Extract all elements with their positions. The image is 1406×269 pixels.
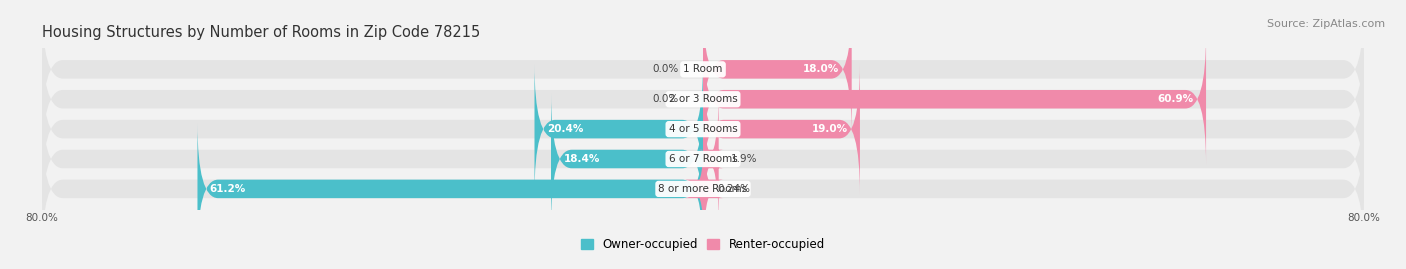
Text: 60.9%: 60.9% bbox=[1157, 94, 1194, 104]
FancyBboxPatch shape bbox=[534, 64, 703, 194]
FancyBboxPatch shape bbox=[197, 123, 703, 254]
Text: 0.0%: 0.0% bbox=[652, 94, 678, 104]
FancyBboxPatch shape bbox=[703, 34, 1206, 165]
FancyBboxPatch shape bbox=[42, 34, 1364, 165]
Legend: Owner-occupied, Renter-occupied: Owner-occupied, Renter-occupied bbox=[576, 233, 830, 256]
FancyBboxPatch shape bbox=[685, 123, 724, 254]
Text: 4 or 5 Rooms: 4 or 5 Rooms bbox=[669, 124, 737, 134]
FancyBboxPatch shape bbox=[551, 94, 703, 224]
Text: 2 or 3 Rooms: 2 or 3 Rooms bbox=[669, 94, 737, 104]
Text: 20.4%: 20.4% bbox=[547, 124, 583, 134]
Text: Source: ZipAtlas.com: Source: ZipAtlas.com bbox=[1267, 19, 1385, 29]
Text: 18.0%: 18.0% bbox=[803, 64, 839, 74]
FancyBboxPatch shape bbox=[42, 64, 1364, 194]
FancyBboxPatch shape bbox=[42, 123, 1364, 254]
Text: 1 Room: 1 Room bbox=[683, 64, 723, 74]
FancyBboxPatch shape bbox=[703, 4, 852, 135]
Text: 18.4%: 18.4% bbox=[564, 154, 600, 164]
Text: 0.24%: 0.24% bbox=[717, 184, 751, 194]
FancyBboxPatch shape bbox=[703, 64, 860, 194]
FancyBboxPatch shape bbox=[697, 94, 724, 224]
Text: 0.0%: 0.0% bbox=[652, 64, 678, 74]
Text: 6 or 7 Rooms: 6 or 7 Rooms bbox=[669, 154, 737, 164]
Text: 8 or more Rooms: 8 or more Rooms bbox=[658, 184, 748, 194]
Text: Housing Structures by Number of Rooms in Zip Code 78215: Housing Structures by Number of Rooms in… bbox=[42, 25, 481, 40]
Text: 1.9%: 1.9% bbox=[731, 154, 758, 164]
FancyBboxPatch shape bbox=[42, 4, 1364, 135]
FancyBboxPatch shape bbox=[42, 94, 1364, 224]
Text: 19.0%: 19.0% bbox=[811, 124, 848, 134]
Text: 61.2%: 61.2% bbox=[209, 184, 246, 194]
